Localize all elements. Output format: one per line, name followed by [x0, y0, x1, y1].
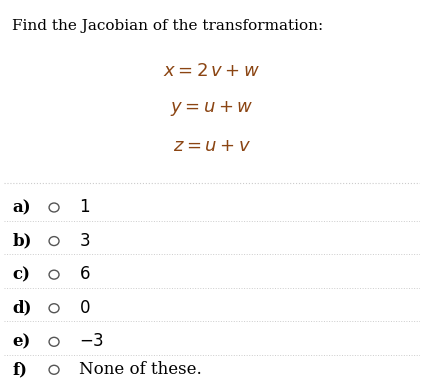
Text: b): b)	[12, 233, 32, 250]
Text: e): e)	[12, 333, 31, 350]
Text: c): c)	[12, 266, 31, 283]
Text: Find the Jacobian of the transformation:: Find the Jacobian of the transformation:	[12, 19, 324, 33]
Text: None of these.: None of these.	[79, 361, 202, 378]
Text: $0$: $0$	[79, 300, 90, 317]
Text: $3$: $3$	[79, 233, 90, 250]
Text: f): f)	[12, 361, 28, 378]
Text: $-3$: $-3$	[79, 333, 104, 350]
Text: $y = u + w$: $y = u + w$	[170, 99, 254, 118]
Text: d): d)	[12, 300, 32, 317]
Text: $x = 2\,v + w$: $x = 2\,v + w$	[164, 62, 260, 80]
Text: $6$: $6$	[79, 266, 90, 283]
Text: $1$: $1$	[79, 199, 90, 216]
Text: $z = u + v$: $z = u + v$	[173, 137, 251, 155]
Text: a): a)	[12, 199, 31, 216]
